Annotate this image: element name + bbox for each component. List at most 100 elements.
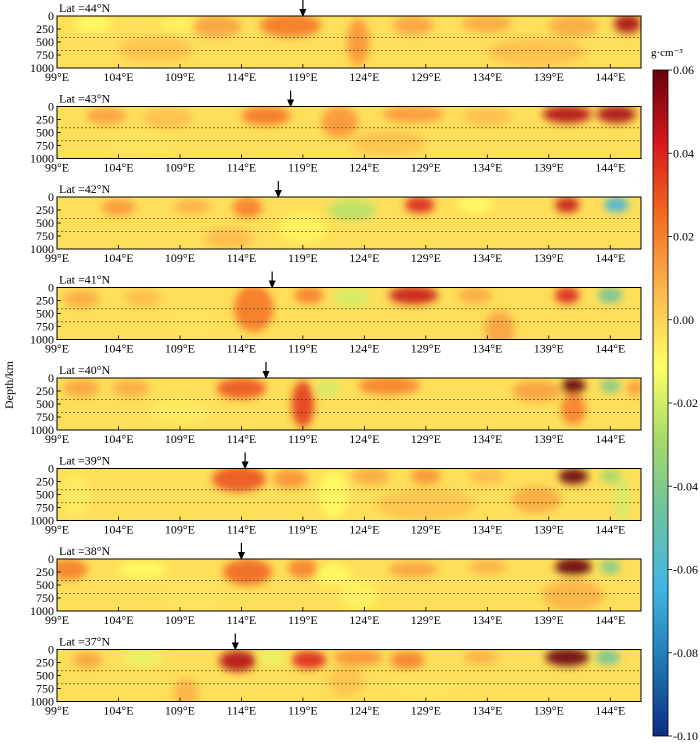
anomaly-blob <box>487 39 586 66</box>
x-tick-label: 109°E <box>165 342 195 356</box>
colorbar-tick-label: -0.02 <box>673 396 698 410</box>
x-tick-label: 114°E <box>227 251 257 265</box>
x-tick-label: 139°E <box>534 342 564 356</box>
anomaly-blob <box>75 16 113 33</box>
y-tick-label: 500 <box>36 35 54 49</box>
x-tick-label: 139°E <box>534 523 564 537</box>
x-tick-label: 144°E <box>595 251 625 265</box>
x-tick-label: 109°E <box>165 523 195 537</box>
anomaly-blob <box>143 107 193 129</box>
x-tick-label: 99°E <box>45 70 69 84</box>
anomaly-blob <box>204 228 254 249</box>
x-tick-label: 114°E <box>227 704 257 718</box>
anomaly-blob <box>511 380 562 402</box>
panel-title: Lat =44°N <box>59 1 111 15</box>
y-tick-label: 750 <box>36 591 54 605</box>
x-tick-label: 124°E <box>349 161 379 175</box>
x-tick-label: 124°E <box>349 523 379 537</box>
arrow-marker <box>237 543 245 560</box>
anomaly-blob <box>294 287 324 304</box>
x-tick-label: 134°E <box>472 704 502 718</box>
anomaly-blob <box>393 16 434 35</box>
anomaly-blob <box>404 197 435 214</box>
x-tick-label: 144°E <box>595 523 625 537</box>
y-tick-label: 250 <box>36 475 54 489</box>
anomaly-blob <box>596 106 637 124</box>
y-tick-label: 0 <box>48 281 54 295</box>
arrow-marker <box>231 633 239 651</box>
x-tick-label: 124°E <box>349 70 379 84</box>
y-tick-label: 250 <box>36 203 54 217</box>
anomaly-blob <box>542 579 605 611</box>
x-tick-label: 134°E <box>472 613 502 627</box>
anomaly-blob <box>232 197 263 218</box>
x-tick-label: 109°E <box>165 432 195 446</box>
y-tick-label: 1000 <box>30 604 54 618</box>
x-tick-label: 104°E <box>103 613 133 627</box>
anomaly-blob <box>411 468 441 485</box>
x-tick-label: 109°E <box>165 70 195 84</box>
anomaly-blob <box>241 106 291 126</box>
y-tick-label: 0 <box>48 190 54 204</box>
anomaly-blob <box>259 16 322 37</box>
x-tick-label: 139°E <box>534 70 564 84</box>
y-tick-label: 1000 <box>30 152 54 166</box>
y-tick-label: 0 <box>48 552 54 566</box>
anomaly-blob <box>462 108 512 126</box>
colorbar-unit-label: g·cm⁻³ <box>651 47 683 59</box>
x-tick-label: 109°E <box>165 704 195 718</box>
anomaly-blob <box>124 289 162 307</box>
colorbar-scale <box>652 69 669 737</box>
colorbar-tick-label: -0.10 <box>673 729 698 743</box>
y-axis-label: Depth/km <box>2 360 16 409</box>
y-tick-label: 750 <box>36 48 54 62</box>
x-tick-label: 114°E <box>227 432 257 446</box>
anomaly-blob <box>595 650 621 665</box>
anomaly-blob <box>352 468 389 486</box>
y-tick-label: 0 <box>48 462 54 476</box>
anomaly-blob <box>382 106 445 123</box>
y-tick-label: 500 <box>36 397 54 411</box>
x-tick-label: 109°E <box>165 251 195 265</box>
anomaly-blob <box>327 665 365 697</box>
colorbar-tick-label: 0.06 <box>673 63 694 77</box>
anomaly-blob <box>627 380 641 397</box>
y-tick-label: 500 <box>36 488 54 502</box>
x-tick-label: 119°E <box>288 523 318 537</box>
anomaly-blob <box>554 287 580 304</box>
anomaly-blob <box>273 469 308 489</box>
x-tick-label: 139°E <box>534 161 564 175</box>
anomaly-blob <box>118 560 168 579</box>
x-tick-label: 109°E <box>165 161 195 175</box>
anomaly-blob <box>390 651 425 669</box>
anomaly-blob <box>161 310 223 337</box>
x-tick-label: 129°E <box>411 613 441 627</box>
anomaly-blob <box>318 471 349 518</box>
x-tick-label: 134°E <box>472 251 502 265</box>
anomaly-blob <box>288 559 318 578</box>
x-tick-label: 129°E <box>411 342 441 356</box>
x-tick-label: 104°E <box>103 161 133 175</box>
arrow-marker <box>262 362 270 379</box>
anomaly-blob <box>470 468 505 485</box>
y-tick-label: 750 <box>36 501 54 515</box>
y-tick-label: 1000 <box>30 242 54 256</box>
anomaly-blob <box>456 197 494 214</box>
anomaly-blob <box>315 380 340 397</box>
anomaly-blob <box>464 649 499 666</box>
colorbar-tick-label: 0.02 <box>673 230 694 244</box>
panel-title: Lat =37°N <box>59 635 111 649</box>
anomaly-blob <box>600 559 621 575</box>
anomaly-blob <box>388 287 439 305</box>
anomaly-blob <box>614 16 641 34</box>
anomaly-blob <box>57 559 88 580</box>
y-tick-label: 500 <box>36 578 54 592</box>
anomaly-blob <box>63 290 100 308</box>
x-tick-label: 119°E <box>288 613 318 627</box>
anomaly-blob <box>600 469 621 484</box>
x-tick-label: 144°E <box>595 613 625 627</box>
